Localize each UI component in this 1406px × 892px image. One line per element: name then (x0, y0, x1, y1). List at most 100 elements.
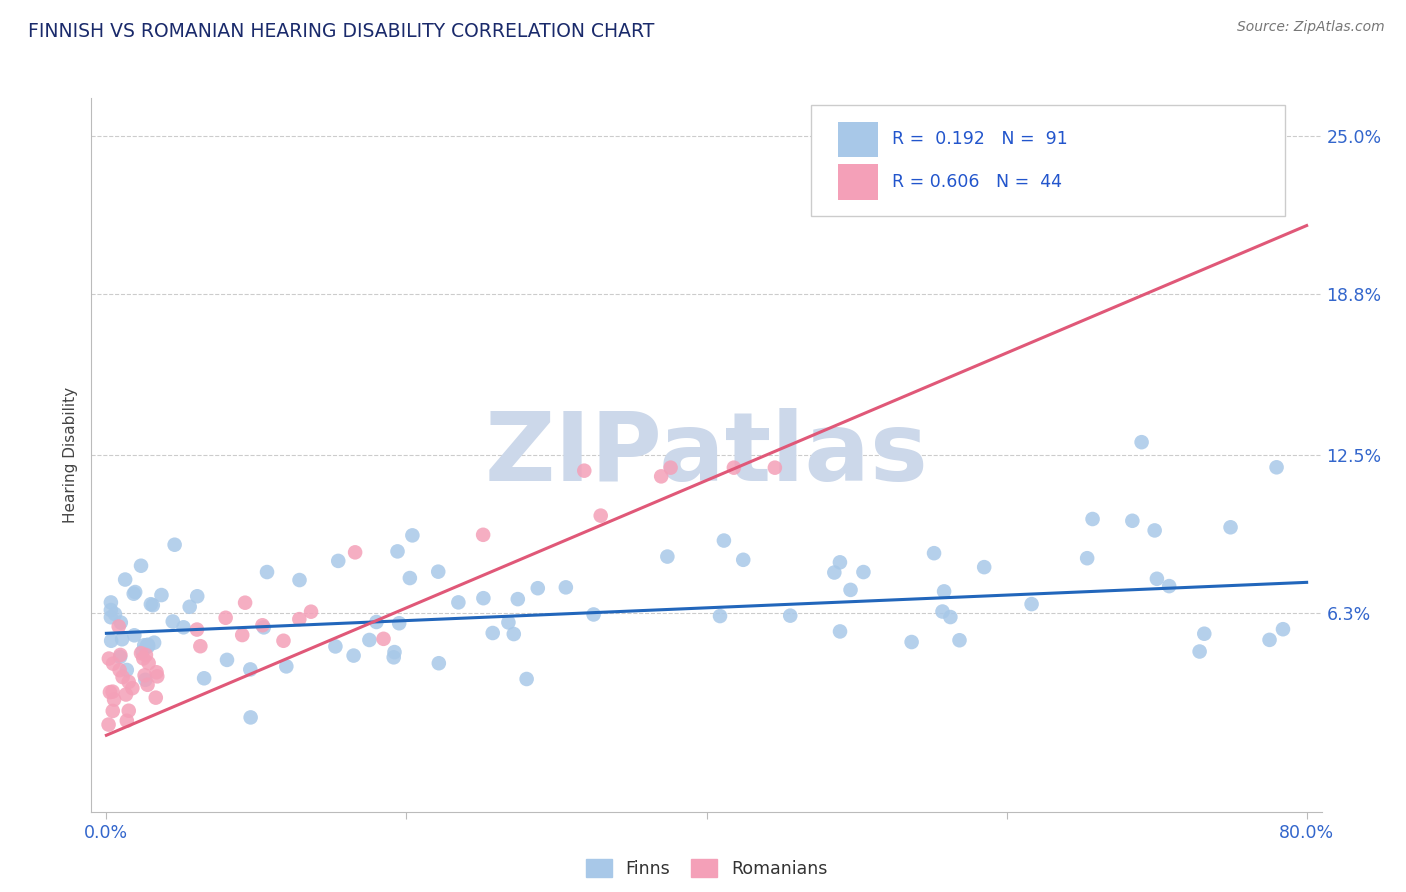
Point (526, 581, 548, 595)
Point (839, 582, 862, 597)
Point (823, 566, 845, 580)
Point (124, 628, 146, 642)
Point (188, 639, 211, 653)
Point (498, 615, 520, 630)
Point (659, 460, 682, 475)
FancyBboxPatch shape (811, 105, 1285, 216)
Point (114, 573, 136, 587)
Point (97, 651, 120, 665)
Point (723, 460, 745, 475)
Point (288, 573, 311, 587)
FancyBboxPatch shape (838, 164, 877, 200)
Text: Source: ZipAtlas.com: Source: ZipAtlas.com (1237, 20, 1385, 34)
Point (325, 640, 347, 654)
Point (129, 646, 152, 660)
Point (101, 704, 124, 718)
Point (110, 648, 132, 662)
Point (142, 599, 165, 613)
Point (233, 596, 256, 610)
Point (101, 657, 124, 671)
Point (108, 663, 131, 677)
Point (931, 605, 953, 619)
Point (100, 595, 122, 609)
Point (136, 638, 159, 652)
Point (253, 620, 276, 634)
Point (145, 690, 167, 705)
Point (1143, 524, 1166, 538)
Point (139, 597, 162, 611)
Point (98, 685, 121, 699)
Point (1219, 520, 1241, 534)
Point (401, 528, 423, 542)
Point (589, 508, 612, 523)
Point (506, 592, 529, 607)
Point (215, 653, 238, 667)
Point (131, 644, 153, 658)
Point (388, 616, 411, 631)
Point (387, 544, 409, 558)
Point (1076, 551, 1098, 566)
Point (1272, 622, 1295, 636)
Point (100, 603, 122, 617)
Text: ZIPatlas: ZIPatlas (485, 409, 928, 501)
Point (650, 469, 672, 483)
Point (828, 555, 851, 569)
Point (103, 692, 125, 706)
Point (1081, 512, 1104, 526)
Point (574, 464, 596, 478)
Point (124, 585, 146, 599)
Point (256, 565, 278, 579)
Point (186, 623, 208, 637)
Point (366, 615, 388, 629)
Text: R = 0.606   N =  44: R = 0.606 N = 44 (893, 173, 1063, 191)
Point (939, 610, 962, 624)
Point (104, 607, 127, 621)
Point (900, 635, 922, 649)
Legend: Finns, Romanians: Finns, Romanians (579, 853, 834, 885)
Point (733, 553, 755, 567)
Point (143, 635, 166, 649)
Point (328, 554, 350, 568)
Point (481, 626, 503, 640)
Point (135, 639, 157, 653)
Point (472, 591, 495, 606)
Point (1130, 435, 1153, 450)
Point (427, 565, 450, 579)
Point (399, 571, 422, 585)
Point (384, 645, 406, 659)
Point (136, 678, 159, 692)
Point (299, 605, 322, 619)
Point (136, 640, 159, 654)
Point (108, 649, 131, 664)
Point (115, 663, 138, 677)
Point (344, 545, 367, 559)
Point (186, 589, 208, 603)
Point (135, 648, 157, 662)
Point (179, 599, 201, 614)
Point (252, 618, 274, 632)
Point (502, 627, 524, 641)
Point (763, 460, 786, 475)
Point (779, 608, 801, 623)
Point (554, 580, 576, 594)
Point (121, 681, 143, 695)
Point (828, 624, 851, 639)
Point (657, 549, 679, 564)
Point (932, 584, 955, 599)
Point (852, 565, 875, 579)
Point (921, 142, 943, 156)
FancyBboxPatch shape (838, 121, 877, 157)
Point (100, 633, 122, 648)
Point (150, 588, 173, 602)
Point (1265, 460, 1288, 475)
Point (101, 684, 124, 698)
Point (472, 528, 495, 542)
Point (1159, 579, 1181, 593)
Point (134, 673, 156, 687)
Point (1021, 597, 1043, 611)
Point (110, 615, 132, 630)
Point (273, 633, 295, 648)
Point (134, 668, 156, 682)
Point (163, 538, 186, 552)
Point (343, 648, 366, 663)
